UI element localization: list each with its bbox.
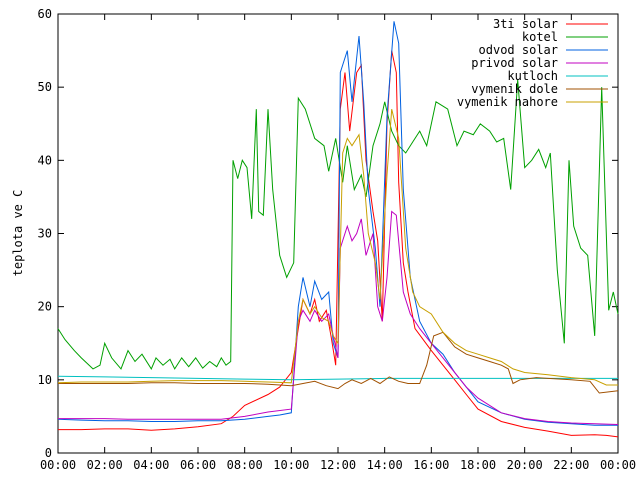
legend-label: privod solar	[471, 56, 558, 70]
series-line	[57, 79, 619, 370]
x-tick-label: 20:00	[507, 458, 543, 472]
x-tick-label: 18:00	[460, 458, 496, 472]
x-axis: 00:00 02:00 04:00 06:00 08:00 10:00 12:00 14:00…	[40, 14, 636, 472]
y-tick-label: 30	[38, 227, 52, 241]
legend-label: 3ti solar	[493, 17, 558, 31]
y-tick-label: 60	[38, 7, 52, 21]
y-tick-label: 20	[38, 300, 52, 314]
y-axis-label: teplota ve C	[11, 190, 25, 277]
series-line	[58, 50, 619, 438]
y-tick-label: 40	[38, 153, 52, 167]
x-tick-label: 14:00	[367, 458, 403, 472]
y-tick-label: 10	[38, 373, 52, 387]
series-lines	[57, 21, 619, 438]
series-line	[58, 210, 619, 425]
series-line	[58, 331, 619, 394]
x-tick-label: 06:00	[180, 458, 216, 472]
y-tick-label: 0	[45, 446, 52, 460]
x-tick-label: 10:00	[273, 458, 309, 472]
series-line	[57, 108, 618, 386]
x-tick-label: 00:00	[40, 458, 76, 472]
x-tick-label: 16:00	[413, 458, 449, 472]
legend-label: odvod solar	[479, 43, 558, 57]
x-tick-label: 00:00	[600, 458, 636, 472]
legend-label: kutloch	[507, 69, 558, 83]
y-tick-label: 50	[38, 80, 52, 94]
x-tick-label: 04:00	[133, 458, 169, 472]
series-line	[57, 375, 618, 381]
x-tick-label: 12:00	[320, 458, 356, 472]
x-tick-label: 02:00	[87, 458, 123, 472]
y-axis: 0 10 20 30 40 50 60	[38, 7, 618, 460]
x-tick-label: 22:00	[553, 458, 589, 472]
legend-label: vymenik nahore	[457, 95, 558, 109]
x-tick-label: 08:00	[227, 458, 263, 472]
legend-label: vymenik dole	[471, 82, 558, 96]
legend-label: kotel	[522, 30, 558, 44]
